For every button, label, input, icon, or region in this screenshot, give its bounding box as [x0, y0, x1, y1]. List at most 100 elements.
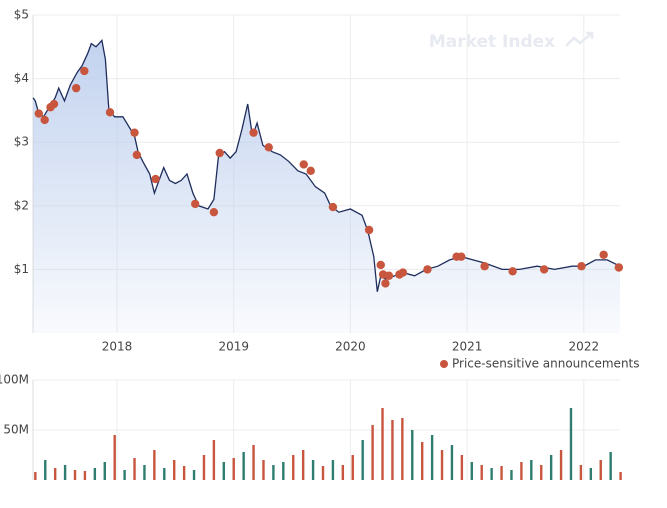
announcement-dot: [577, 262, 586, 271]
announcement-dot: [132, 150, 142, 160]
volume-bar: [619, 472, 622, 480]
announcement-dot: [71, 83, 81, 93]
price-area: [33, 40, 620, 334]
y-tick-label: $5: [14, 8, 29, 22]
volume-bar: [579, 465, 583, 480]
y-tick-label: $3: [14, 135, 29, 149]
announcement-dot: [398, 268, 408, 277]
volume-bar: [381, 408, 384, 480]
volume-bar: [361, 440, 364, 480]
volume-bar: [331, 460, 335, 480]
volume-bar: [500, 466, 503, 480]
announcement-dot: [508, 267, 517, 276]
volume-bar: [232, 458, 235, 480]
volume-bar: [133, 458, 136, 480]
announcement-dot: [151, 174, 160, 184]
announcement-dot: [215, 148, 224, 158]
volume-bar: [272, 465, 275, 480]
volume-bar: [311, 460, 315, 480]
volume-bar: [192, 470, 196, 480]
watermark: Market Index: [429, 32, 555, 52]
announcement-dot: [457, 252, 466, 261]
volume-bar: [292, 455, 295, 480]
volume-bar: [391, 420, 394, 480]
announcement-dot: [423, 265, 432, 274]
volume-bar: [123, 470, 126, 480]
announcement-dot: [249, 128, 258, 137]
announcement-dot: [539, 265, 549, 274]
volume-bar: [569, 408, 573, 480]
announcement-dot: [264, 143, 273, 152]
announcement-dot: [384, 271, 394, 280]
volume-bar: [143, 465, 146, 480]
announcement-dot: [376, 260, 385, 270]
volume-bar: [301, 450, 305, 480]
y-tick-label: 100M: [0, 373, 29, 387]
volume-bar: [321, 466, 325, 480]
announcement-dot: [480, 262, 489, 271]
volume-bar: [63, 465, 67, 480]
x-tick-label: 2021: [452, 340, 483, 354]
x-tick-label: 2019: [218, 340, 249, 354]
volume-bar: [430, 435, 434, 480]
announcement-dot: [381, 279, 390, 288]
price-line: [32, 39, 621, 292]
volume-bar: [173, 460, 176, 480]
volume-bar: [262, 460, 265, 480]
watermark-icon: [565, 31, 594, 47]
volume-bar: [599, 460, 602, 480]
legend-label: Price-sensitive announcements: [452, 357, 640, 371]
announcement-dot: [34, 109, 44, 118]
volume-bar: [520, 462, 523, 480]
volume-bar: [440, 450, 444, 480]
volume-bar: [83, 471, 87, 480]
legend-marker: [440, 360, 448, 368]
volume-bar: [490, 468, 493, 480]
volume-bar: [480, 465, 483, 480]
announcement-dot: [191, 199, 200, 209]
announcement-dot: [299, 160, 308, 169]
announcement-dot: [80, 66, 89, 76]
y-tick-label: $2: [14, 198, 29, 212]
y-tick-label: $4: [14, 71, 29, 85]
volume-bar: [589, 468, 593, 480]
volume-bar: [202, 455, 206, 480]
volume-bar: [182, 466, 186, 480]
announcement-dot: [364, 225, 374, 235]
volume-bar: [609, 452, 612, 480]
volume-bar: [559, 450, 563, 480]
volume-bar: [510, 470, 513, 480]
volume-bar: [420, 442, 424, 480]
x-tick-label: 2018: [102, 340, 133, 354]
volume-bar: [282, 462, 285, 480]
announcement-dot: [49, 99, 59, 109]
x-tick-label: 2020: [335, 340, 366, 354]
volume-bar: [351, 455, 354, 480]
volume-bar: [401, 418, 404, 480]
volume-bar: [153, 450, 156, 480]
volume-bar: [113, 435, 116, 480]
y-tick-label: 50M: [3, 423, 29, 437]
volume-bar: [163, 468, 166, 480]
volume-bar: [540, 465, 543, 480]
volume-bar: [242, 452, 245, 480]
x-tick-label: 2022: [569, 340, 600, 354]
volume-bar: [450, 445, 454, 480]
volume-bar: [341, 465, 345, 480]
volume-bar: [53, 468, 57, 480]
volume-bar: [470, 462, 473, 480]
announcement-dot: [209, 207, 219, 217]
announcement-dot: [599, 250, 608, 259]
y-tick-label: $1: [14, 262, 29, 276]
announcement-dot: [306, 166, 315, 176]
volume-bar: [530, 460, 533, 480]
volume-bar: [252, 445, 255, 480]
announcement-dot: [105, 108, 115, 117]
volume-bar: [73, 470, 77, 480]
announcement-dot: [130, 128, 139, 137]
announcement-dot: [614, 263, 624, 272]
volume-bar: [411, 430, 414, 480]
announcement-dot: [328, 202, 338, 212]
volume-bar: [371, 425, 374, 480]
